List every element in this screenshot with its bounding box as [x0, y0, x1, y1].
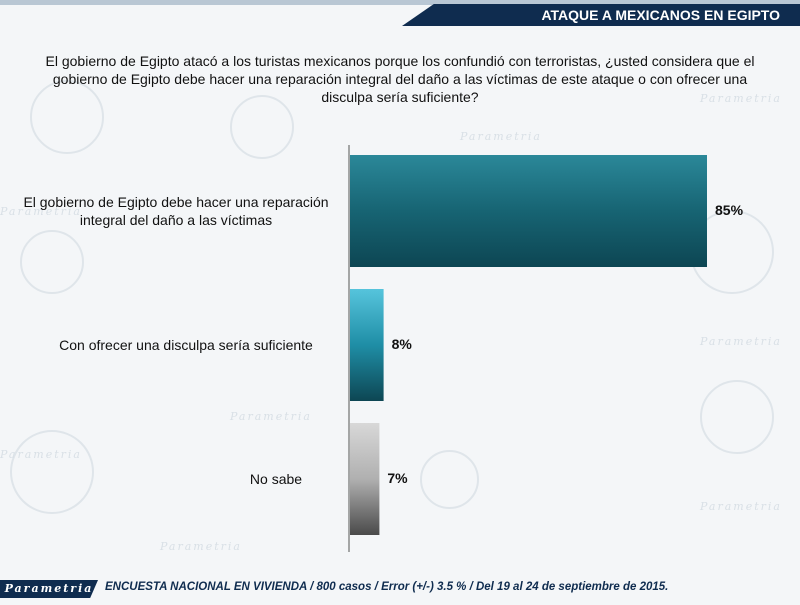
footer-brand: Parametria: [0, 580, 98, 598]
category-label-3: No sabe: [249, 471, 303, 487]
footer-note: ENCUESTA NACIONAL EN VIVIENDA / 800 caso…: [105, 581, 669, 593]
category-label-2: Con ofrecer una disculpa sería suficient…: [59, 337, 313, 353]
value-label-2: 8%: [391, 336, 412, 352]
top-stripe: [0, 0, 800, 5]
category-label-1: El gobierno de Egipto debe hacer una rep…: [23, 194, 329, 228]
value-label-1: 85%: [715, 202, 744, 218]
bar-3: [350, 423, 380, 535]
value-label-3: 7%: [387, 470, 408, 486]
bar-1: [350, 155, 707, 267]
survey-question: El gobierno de Egipto atacó a los turist…: [45, 53, 755, 105]
footer: Parametria ENCUESTA NACIONAL EN VIVIENDA…: [0, 578, 800, 600]
bar-2: [350, 289, 384, 401]
page-title: ATAQUE A MEXICANOS EN EGIPTO: [402, 4, 800, 26]
